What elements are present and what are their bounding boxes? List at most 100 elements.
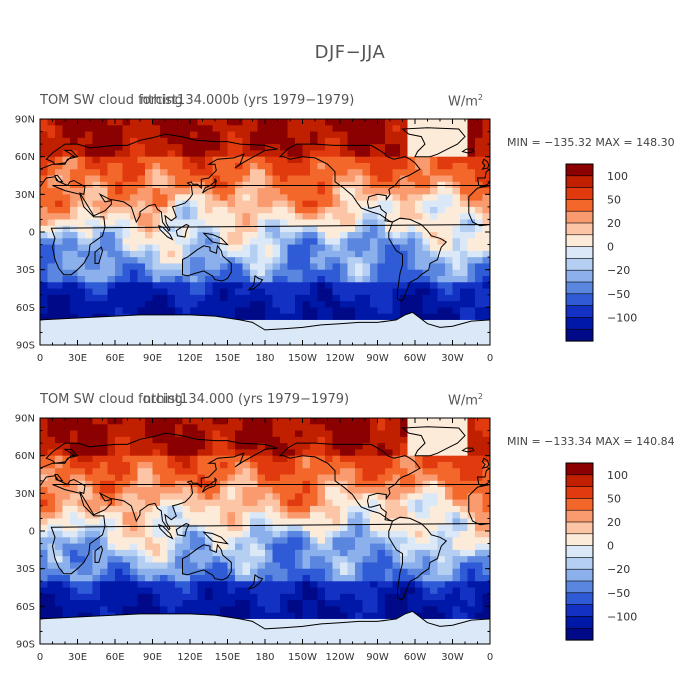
panel-1-lon-label: 30E xyxy=(68,353,87,364)
panel-2-lon-label: 120E xyxy=(177,652,202,663)
panel-1-colorbar-swatch xyxy=(565,328,594,342)
panel-2-lon-label: 60E xyxy=(105,652,124,663)
panel-2-coast-britain xyxy=(481,457,490,469)
panel-2-lat-label: 90S xyxy=(16,640,35,651)
panel-1-coast-south-america xyxy=(388,217,448,302)
panel-2-units-base: W/m xyxy=(448,393,478,409)
panel-2-colorbar-swatch xyxy=(565,580,594,594)
panel-1-stats: MIN = −135.32 MAX = 148.30 xyxy=(507,136,675,149)
panel-1-coast-antarctica xyxy=(40,311,490,345)
panel-2-lon-label: 0 xyxy=(487,652,493,663)
panel-1-coast-north-america xyxy=(278,143,421,223)
panel-2-colorbar-label: 100 xyxy=(607,469,628,482)
panel-1-coast-britain xyxy=(481,158,490,170)
panel-1-coast-eurasia xyxy=(40,133,278,232)
panel-2-colorbar-swatch xyxy=(565,557,594,570)
panel-1-units-sup: 2 xyxy=(477,93,483,102)
panel-2-coast-australia xyxy=(182,543,232,581)
panel-1-lat-label: 60N xyxy=(15,152,35,163)
panel-1-colorbar-swatch xyxy=(565,281,594,295)
panel-1-lat-label: 90N xyxy=(15,115,35,126)
panel-2-lon-label: 180 xyxy=(255,652,274,663)
panel-2-lon-label: 150E xyxy=(215,652,240,663)
panel-2-coast-south-america xyxy=(388,516,448,601)
panel-1-coast-japan xyxy=(202,178,217,194)
panel-1-title: TOM SW cloud forcing xyxy=(40,93,183,108)
panel-2-coast-japan xyxy=(202,477,217,493)
panel-1-colorbar-swatch xyxy=(565,317,594,330)
panel-1-colorbar-label: 100 xyxy=(607,170,628,183)
panel-2-colorbar-label: 50 xyxy=(607,492,621,505)
panel-2-lon-label: 30W xyxy=(441,652,464,663)
panel-2-coast-iceland xyxy=(461,447,475,453)
panel-2-coast-north-america xyxy=(278,442,421,522)
panel-2-colorbar-swatch xyxy=(565,592,594,606)
panel-2-colorbar-label: −50 xyxy=(607,587,630,600)
panel-2-units-sup: 2 xyxy=(477,392,483,401)
panel-2-coast-greenland xyxy=(401,426,466,457)
panel-2-coast-antarctica xyxy=(40,610,490,644)
panel-2-coast-europe-west xyxy=(476,467,490,487)
panel-1-coast-new-guinea xyxy=(202,232,229,246)
panel-1-lon-label: 120E xyxy=(177,353,202,364)
panel-1-lon-label: 60E xyxy=(105,353,124,364)
panel-1-colorbar-label: 20 xyxy=(607,217,621,230)
panel-2-colorbar: 100 50 20 0 −20 −50 −100 xyxy=(565,462,637,641)
panel-1-colorbar-label: −100 xyxy=(607,311,637,324)
panel-1-coast-europe-west xyxy=(476,168,490,188)
panel-1-lon-label: 150W xyxy=(288,353,317,364)
panel-1-lon-label: 0 xyxy=(487,353,493,364)
panel-1-colorbar-swatch xyxy=(565,246,594,260)
panel-2-colorbar-swatch xyxy=(565,498,594,511)
panel-2-lat-label: 30N xyxy=(15,489,35,500)
panel-1-lon-label: 90E xyxy=(143,353,162,364)
panel-1-colorbar-label: 0 xyxy=(607,241,614,254)
panel-2-coast-indonesia-borneo xyxy=(175,522,190,537)
panel-2-lat-label: 0 xyxy=(29,527,35,538)
panel-1-colorbar-swatch xyxy=(565,293,594,307)
panel-2-coast-africa xyxy=(50,484,490,575)
panel-2-colorbar-label: −20 xyxy=(607,563,630,576)
panel-1-colorbar-swatch xyxy=(565,187,594,201)
panel-1-colorbar-label: 50 xyxy=(607,193,621,206)
panel-1-lon-label: 30W xyxy=(441,353,464,364)
panel-1-colorbar-swatch xyxy=(565,199,594,212)
panel-1-colorbar-swatch xyxy=(565,163,594,177)
panel-2-lon-label: 60W xyxy=(404,652,427,663)
panel-2-colorbar-swatch xyxy=(565,462,594,476)
panel-2-colorbar-swatch xyxy=(565,474,594,488)
panel-1-coast-madagascar xyxy=(94,246,104,264)
panel-2-colorbar-label: 20 xyxy=(607,516,621,529)
panel-2-coast-eurasia-wrap xyxy=(489,467,490,488)
panel-1-coast-africa xyxy=(50,185,490,276)
panel-1-coast-iceland xyxy=(461,148,475,154)
panel-1-lat-label: 30N xyxy=(15,190,35,201)
panel-1-lat-label: 0 xyxy=(29,228,35,239)
panel-2-colorbar-swatch xyxy=(565,486,594,500)
panel-2-colorbar-swatch xyxy=(565,509,594,523)
panel-2-lon-label: 120W xyxy=(326,652,355,663)
panel-2-coast-madagascar xyxy=(94,545,104,563)
panel-1-lon-label: 60W xyxy=(404,353,427,364)
panel-2-units: W/m2 xyxy=(448,392,483,408)
panel-2-coast-eurasia xyxy=(40,432,278,531)
panel-1-coast-indonesia-borneo xyxy=(175,223,190,238)
panel-1-colorbar-label: −50 xyxy=(607,288,630,301)
panel-1-lon-label: 120W xyxy=(326,353,355,364)
panel-1-colorbar-swatch xyxy=(565,234,594,248)
panel-2-lat-label: 60N xyxy=(15,451,35,462)
panel-2-case-title: nthist134.000 (yrs 1979−1979) xyxy=(143,392,350,407)
panel-1-coast-australia xyxy=(182,244,232,282)
panel-1-colorbar-label: −20 xyxy=(607,264,630,277)
panel-2-lon-label: 90E xyxy=(143,652,162,663)
panel-1-lat-label: 90S xyxy=(16,341,35,352)
panel-2-colorbar-swatch xyxy=(565,521,594,535)
panel-1-colorbar: 100 50 20 0 −20 −50 −100 xyxy=(565,163,637,342)
panel-1-colorbar-swatch xyxy=(565,210,594,224)
panel-1-lat-label: 30S xyxy=(16,265,35,276)
panel-1-lon-label: 0 xyxy=(37,353,43,364)
panel-2-stats: MIN = −133.34 MAX = 140.84 xyxy=(507,435,675,448)
